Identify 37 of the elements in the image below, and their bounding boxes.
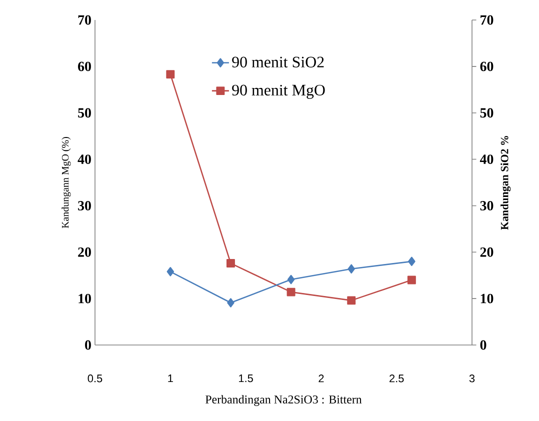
y2-axis-title: Kandungan SiO2 % (500, 136, 511, 230)
y2-tick-label: 20 (480, 247, 494, 257)
y-tick-label: 70 (78, 15, 91, 25)
x-axis-title: Perbandingan Na2SiO3 : Bittern (205, 395, 362, 406)
point (227, 298, 234, 308)
y2-tick-label: 0 (480, 340, 486, 350)
point (286, 288, 296, 296)
y-axis-title: Kandungann MgO (%) (62, 137, 71, 228)
y2-tick-label: 10 (480, 294, 494, 304)
y-tick-label: 0 (85, 340, 91, 350)
point (348, 264, 355, 274)
y-tick-label: 30 (78, 201, 91, 210)
y2-tick-label: 30 (480, 201, 494, 210)
y2-tick-label: 40 (480, 154, 494, 164)
y-tick-label: 10 (78, 294, 91, 304)
point (408, 256, 416, 266)
y-tick-label: 50 (78, 108, 91, 118)
y2-tick-label: 50 (480, 108, 494, 118)
legend-label: 90 menit MgO (232, 84, 325, 99)
y-tick-label: 20 (78, 247, 91, 257)
point (347, 296, 356, 305)
legend-label: 90 menit SiO2 (232, 56, 324, 68)
point (226, 259, 235, 268)
x-tick-label: 1.5 (239, 374, 253, 382)
point (166, 70, 175, 79)
y2-tick-label: 60 (480, 62, 494, 72)
point (407, 276, 416, 284)
x-tick-label: 1 (168, 374, 173, 382)
x-tick-label: 2 (318, 374, 324, 382)
x-tick-label: 3 (469, 374, 475, 382)
point (166, 267, 174, 276)
x-tick-label: 0.5 (88, 374, 102, 382)
point (287, 274, 295, 284)
y-tick-label: 40 (78, 154, 91, 164)
y-tick-label: 60 (78, 62, 91, 72)
x-tick-label: 2.5 (390, 374, 404, 382)
y2-tick-label: 70 (480, 15, 494, 25)
